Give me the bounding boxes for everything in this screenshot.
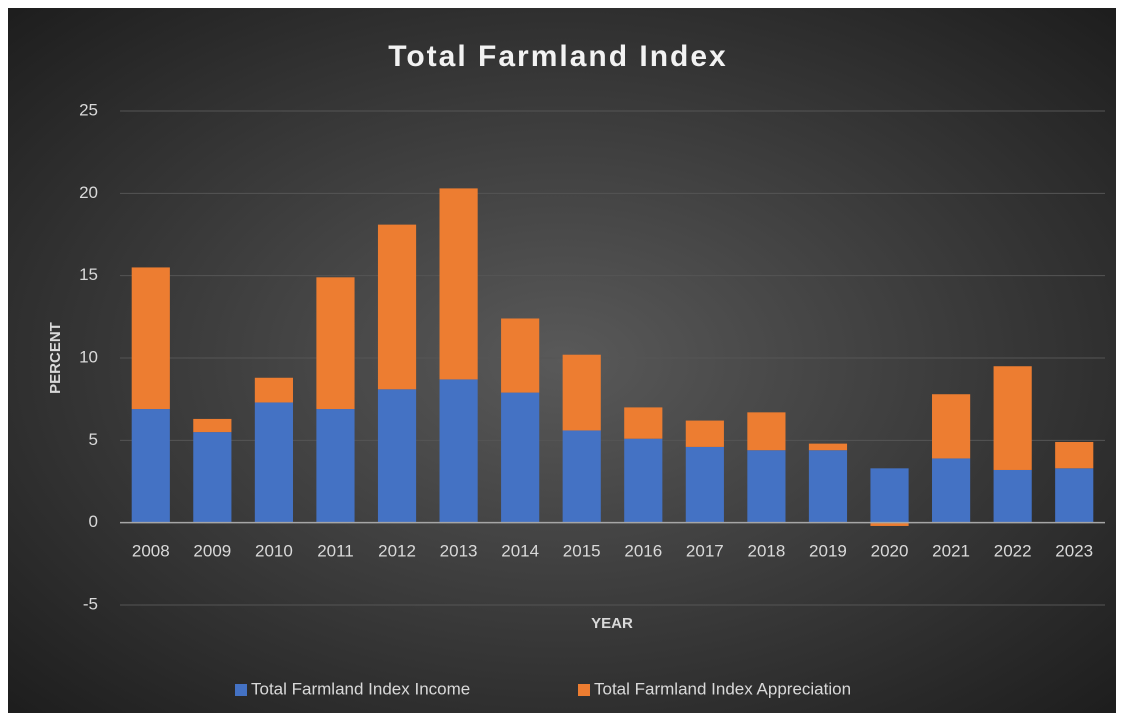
y-tick-label: 5 xyxy=(89,430,98,449)
legend-label: Total Farmland Index Income xyxy=(251,679,470,698)
bar-segment xyxy=(870,522,909,526)
bar-segment xyxy=(439,379,478,523)
x-tick-label: 2022 xyxy=(994,541,1032,560)
bar-segment xyxy=(993,469,1032,523)
y-tick-label: -5 xyxy=(83,594,98,613)
bar-segment xyxy=(562,430,601,523)
bar-segment xyxy=(193,432,232,523)
bar-segment xyxy=(131,409,170,523)
x-tick-label: 2019 xyxy=(809,541,847,560)
bar-segment xyxy=(316,409,355,523)
bar-segment xyxy=(254,377,293,403)
bar-segment xyxy=(377,224,417,390)
y-tick-label: 10 xyxy=(79,347,98,366)
legend-swatch xyxy=(578,684,590,696)
x-tick-label: 2017 xyxy=(686,541,724,560)
bar-segment xyxy=(562,354,601,431)
bar-segment xyxy=(808,450,848,523)
chart-title: Total Farmland Index xyxy=(388,40,728,73)
x-tick-label: 2013 xyxy=(440,541,478,560)
x-tick-label: 2010 xyxy=(255,541,293,560)
bar-segment xyxy=(439,188,478,380)
x-tick-label: 2016 xyxy=(624,541,662,560)
bar-segment xyxy=(501,318,540,393)
y-tick-label: 25 xyxy=(79,100,98,119)
bar-segment xyxy=(1055,468,1094,523)
y-tick-label: 0 xyxy=(89,512,98,531)
bar-segment xyxy=(501,392,540,523)
x-tick-label: 2020 xyxy=(871,541,909,560)
bar-segment xyxy=(254,402,293,523)
x-tick-label: 2011 xyxy=(317,541,354,560)
bar-segment xyxy=(870,468,909,523)
bar-segment xyxy=(1055,441,1094,469)
chart-background xyxy=(8,8,1116,713)
x-tick-label: 2008 xyxy=(132,541,170,560)
legend-swatch xyxy=(235,684,247,696)
x-tick-label: 2014 xyxy=(501,541,539,560)
bar-segment xyxy=(685,446,724,523)
bar-segment xyxy=(624,438,663,523)
y-tick-label: 20 xyxy=(79,183,98,202)
x-tick-label: 2012 xyxy=(378,541,416,560)
bar-segment xyxy=(993,366,1032,470)
bar-segment xyxy=(747,450,786,523)
x-tick-label: 2018 xyxy=(747,541,785,560)
x-tick-label: 2023 xyxy=(1055,541,1093,560)
x-tick-label: 2009 xyxy=(193,541,231,560)
bar-segment xyxy=(377,389,417,523)
legend-label: Total Farmland Index Appreciation xyxy=(594,679,851,698)
y-axis-label: PERCENT xyxy=(47,322,64,394)
x-axis-label: YEAR xyxy=(591,615,633,632)
bar-segment xyxy=(932,458,971,523)
x-tick-label: 2015 xyxy=(563,541,601,560)
bar-segment xyxy=(193,418,232,433)
bar-segment xyxy=(131,267,170,410)
bar-segment xyxy=(685,420,724,447)
bar-segment xyxy=(316,277,355,410)
bar-segment xyxy=(808,443,848,451)
bar-segment xyxy=(747,412,786,451)
bar-segment xyxy=(932,394,971,459)
x-tick-label: 2021 xyxy=(932,541,970,560)
bar-segment xyxy=(624,407,663,439)
y-tick-label: 15 xyxy=(79,265,98,284)
